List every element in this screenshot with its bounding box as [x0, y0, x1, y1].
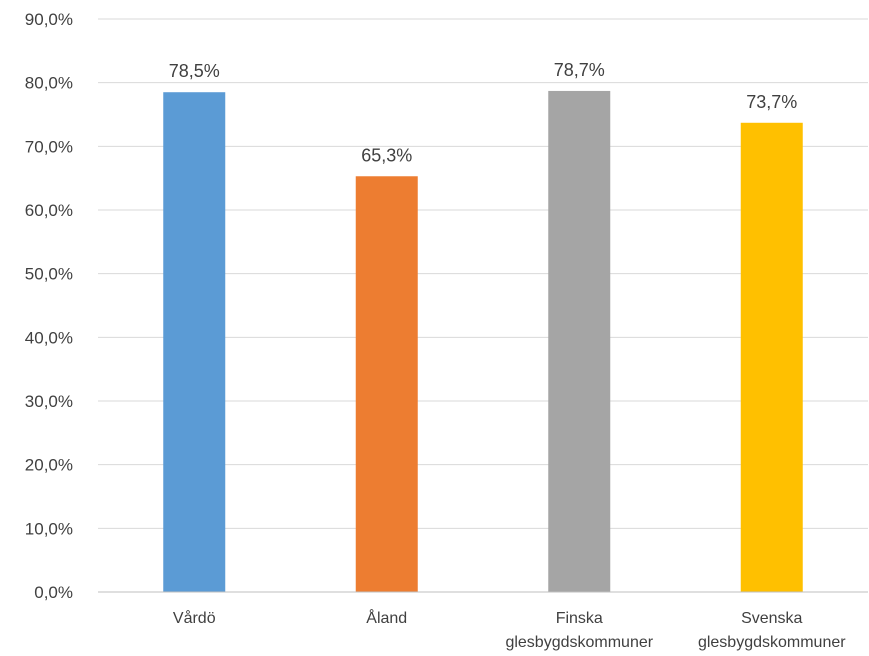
y-tick-label: 0,0% — [34, 583, 73, 602]
gridlines — [98, 18, 868, 529]
bar — [548, 90, 611, 593]
y-tick-label: 60,0% — [25, 201, 73, 220]
data-labels: 78,5% 65,3% 78,7% 73,7% — [169, 60, 798, 165]
y-tick-label: 50,0% — [25, 265, 73, 284]
y-tick-label: 10,0% — [25, 519, 73, 538]
category-label: glesbygdskommuner — [698, 634, 846, 651]
category-label: glesbygdskommuner — [505, 634, 653, 651]
category-label: Finska — [556, 610, 603, 627]
bar — [740, 122, 803, 592]
y-tick-label: 80,0% — [25, 74, 73, 93]
data-label: 65,3% — [361, 145, 412, 165]
y-tick-label: 70,0% — [25, 137, 73, 156]
data-label: 78,5% — [169, 61, 220, 81]
y-tick-label: 40,0% — [25, 328, 73, 347]
y-tick-label: 20,0% — [25, 456, 73, 475]
category-labels: Vårdö Åland Finska glesbygdskommuner Svenska… — [173, 608, 846, 651]
category-label: Vårdö — [173, 609, 216, 627]
data-label: 78,7% — [554, 60, 605, 80]
data-label: 73,7% — [746, 92, 797, 112]
category-label: Svenska — [741, 610, 802, 627]
bars — [163, 90, 803, 593]
y-tick-label: 90,0% — [25, 10, 73, 29]
y-axis-tick-labels: 0,0% 10,0% 20,0% 30,0% 40,0% 50,0% 60,0% 70,0% 8… — [25, 10, 73, 602]
category-label: Åland — [366, 608, 407, 627]
bar — [163, 92, 226, 592]
bar — [355, 176, 418, 593]
y-tick-label: 30,0% — [25, 392, 73, 411]
